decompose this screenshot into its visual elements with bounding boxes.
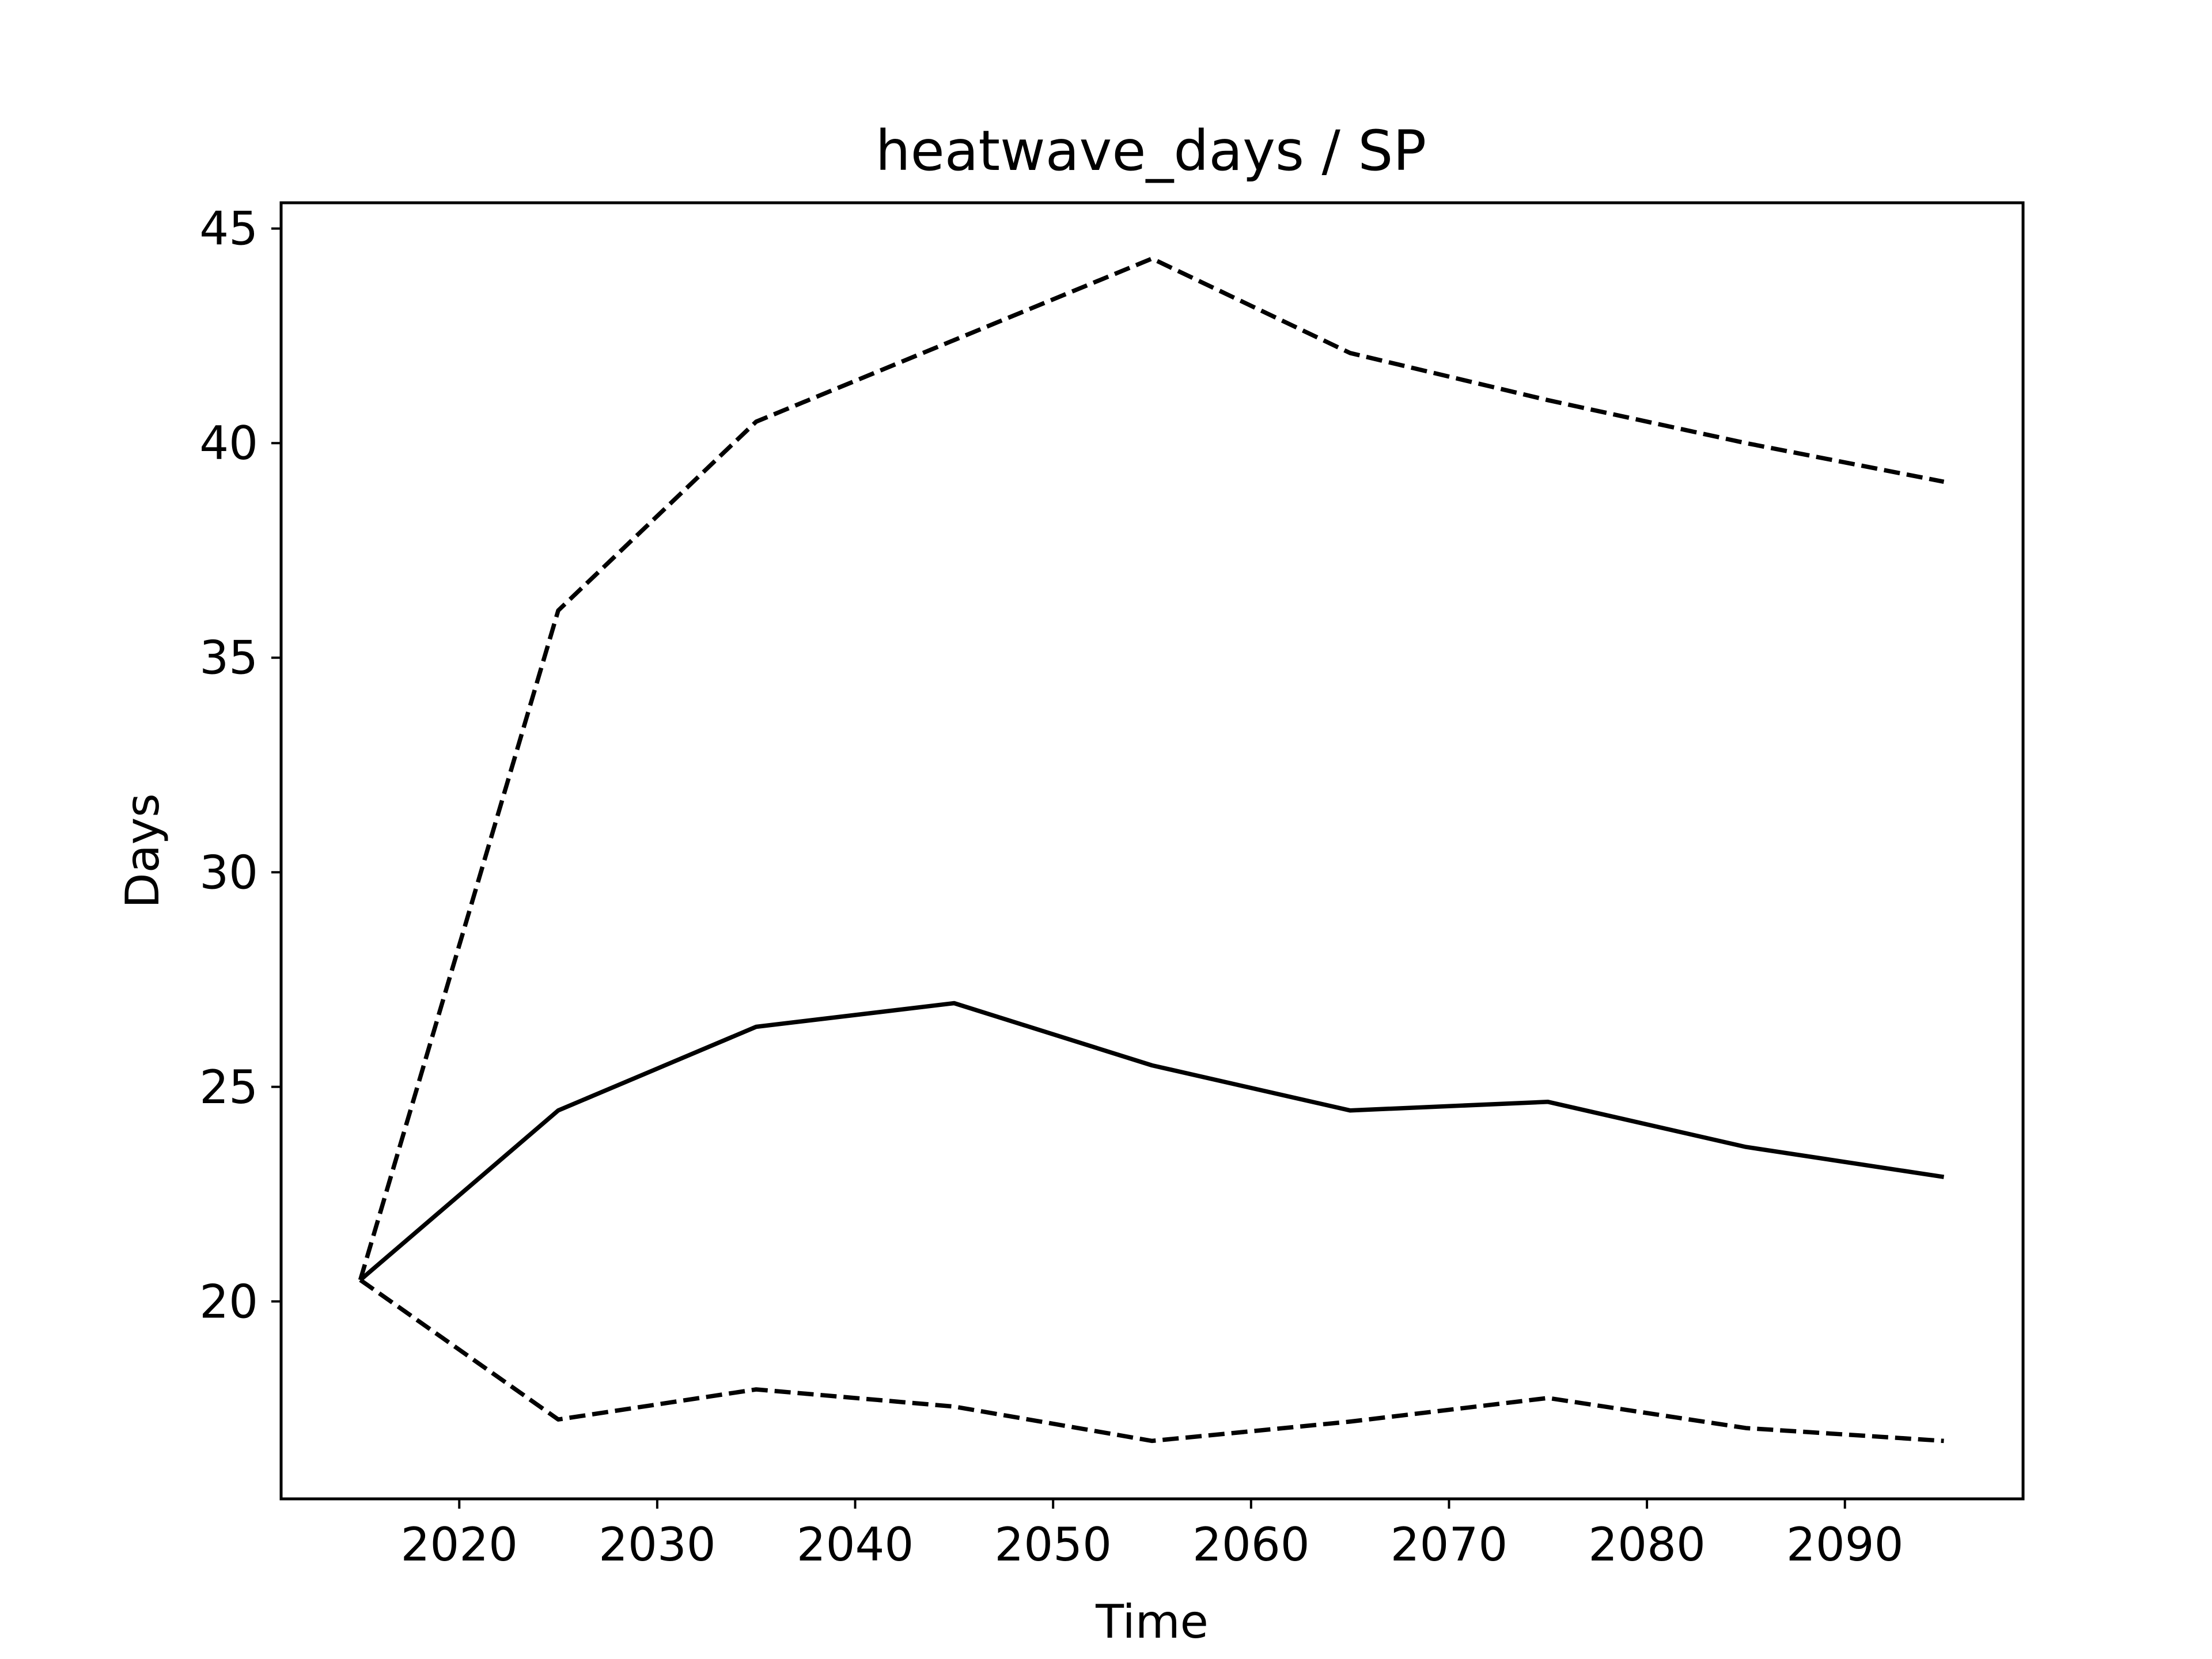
y-tick-label: 30 xyxy=(199,846,258,899)
x-tick-label: 2080 xyxy=(1588,1518,1706,1571)
y-tick-label: 25 xyxy=(199,1060,258,1114)
y-tick-label: 20 xyxy=(199,1275,258,1328)
x-tick-label: 2020 xyxy=(400,1518,518,1571)
y-tick-label: 45 xyxy=(199,202,258,256)
solid-series-line-0 xyxy=(359,1001,1945,1282)
x-axis-label: Time xyxy=(1095,1595,1209,1649)
x-axis-ticks: 2020 2030 2040 2050 2060 2070 2080 2090 xyxy=(400,1499,1904,1571)
y-tick-label: 40 xyxy=(199,416,258,470)
x-tick-label: 2050 xyxy=(994,1518,1112,1571)
x-tick-label: 2070 xyxy=(1391,1518,1508,1571)
y-axis-ticks: 20 25 30 35 40 45 xyxy=(199,202,281,1328)
chart-title: heatwave_days / SP xyxy=(876,119,1426,183)
x-tick-label: 2090 xyxy=(1786,1518,1904,1571)
series-lines xyxy=(358,256,1945,1444)
dashed-series-line-1 xyxy=(358,256,1945,1281)
x-tick-label: 2030 xyxy=(599,1518,716,1571)
y-axis-label: Days xyxy=(116,793,169,908)
x-tick-label: 2040 xyxy=(797,1518,914,1571)
y-tick-label: 35 xyxy=(199,631,258,685)
x-tick-label: 2060 xyxy=(1192,1518,1310,1571)
dashed-series-line-2 xyxy=(359,1278,1944,1444)
plot-frame xyxy=(279,201,2025,1501)
